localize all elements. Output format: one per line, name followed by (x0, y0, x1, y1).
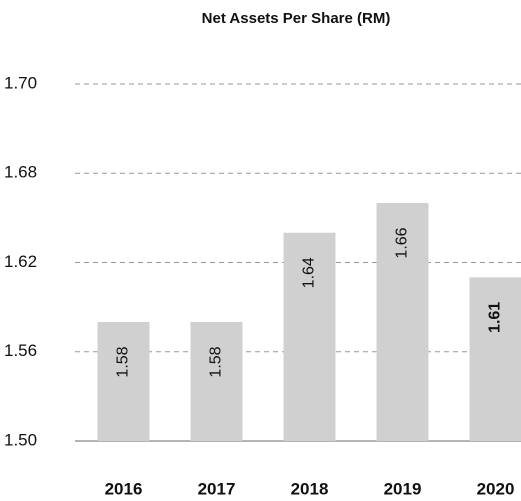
x-tick-label: 2020 (477, 479, 515, 498)
y-tick-label: 1.62 (4, 252, 37, 271)
chart-title: Net Assets Per Share (RM) (202, 10, 391, 27)
value-label: 1.66 (394, 227, 411, 258)
y-tick-label: 1.50 (4, 430, 37, 449)
value-label: 1.61 (487, 302, 504, 333)
bar (376, 203, 429, 441)
bar (190, 322, 243, 441)
value-label: 1.58 (115, 346, 132, 377)
x-tick-label: 2016 (105, 479, 143, 498)
bar (469, 277, 521, 441)
bar (283, 232, 336, 441)
bar (97, 322, 150, 441)
x-tick-label: 2018 (291, 479, 329, 498)
y-tick-label: 1.68 (4, 163, 37, 182)
x-tick-label: 2019 (384, 479, 422, 498)
y-tick-label: 1.70 (4, 73, 37, 92)
value-label: 1.58 (208, 346, 225, 377)
x-tick-label: 2017 (198, 479, 236, 498)
y-tick-label: 1.56 (4, 341, 37, 360)
value-label: 1.64 (301, 257, 318, 288)
